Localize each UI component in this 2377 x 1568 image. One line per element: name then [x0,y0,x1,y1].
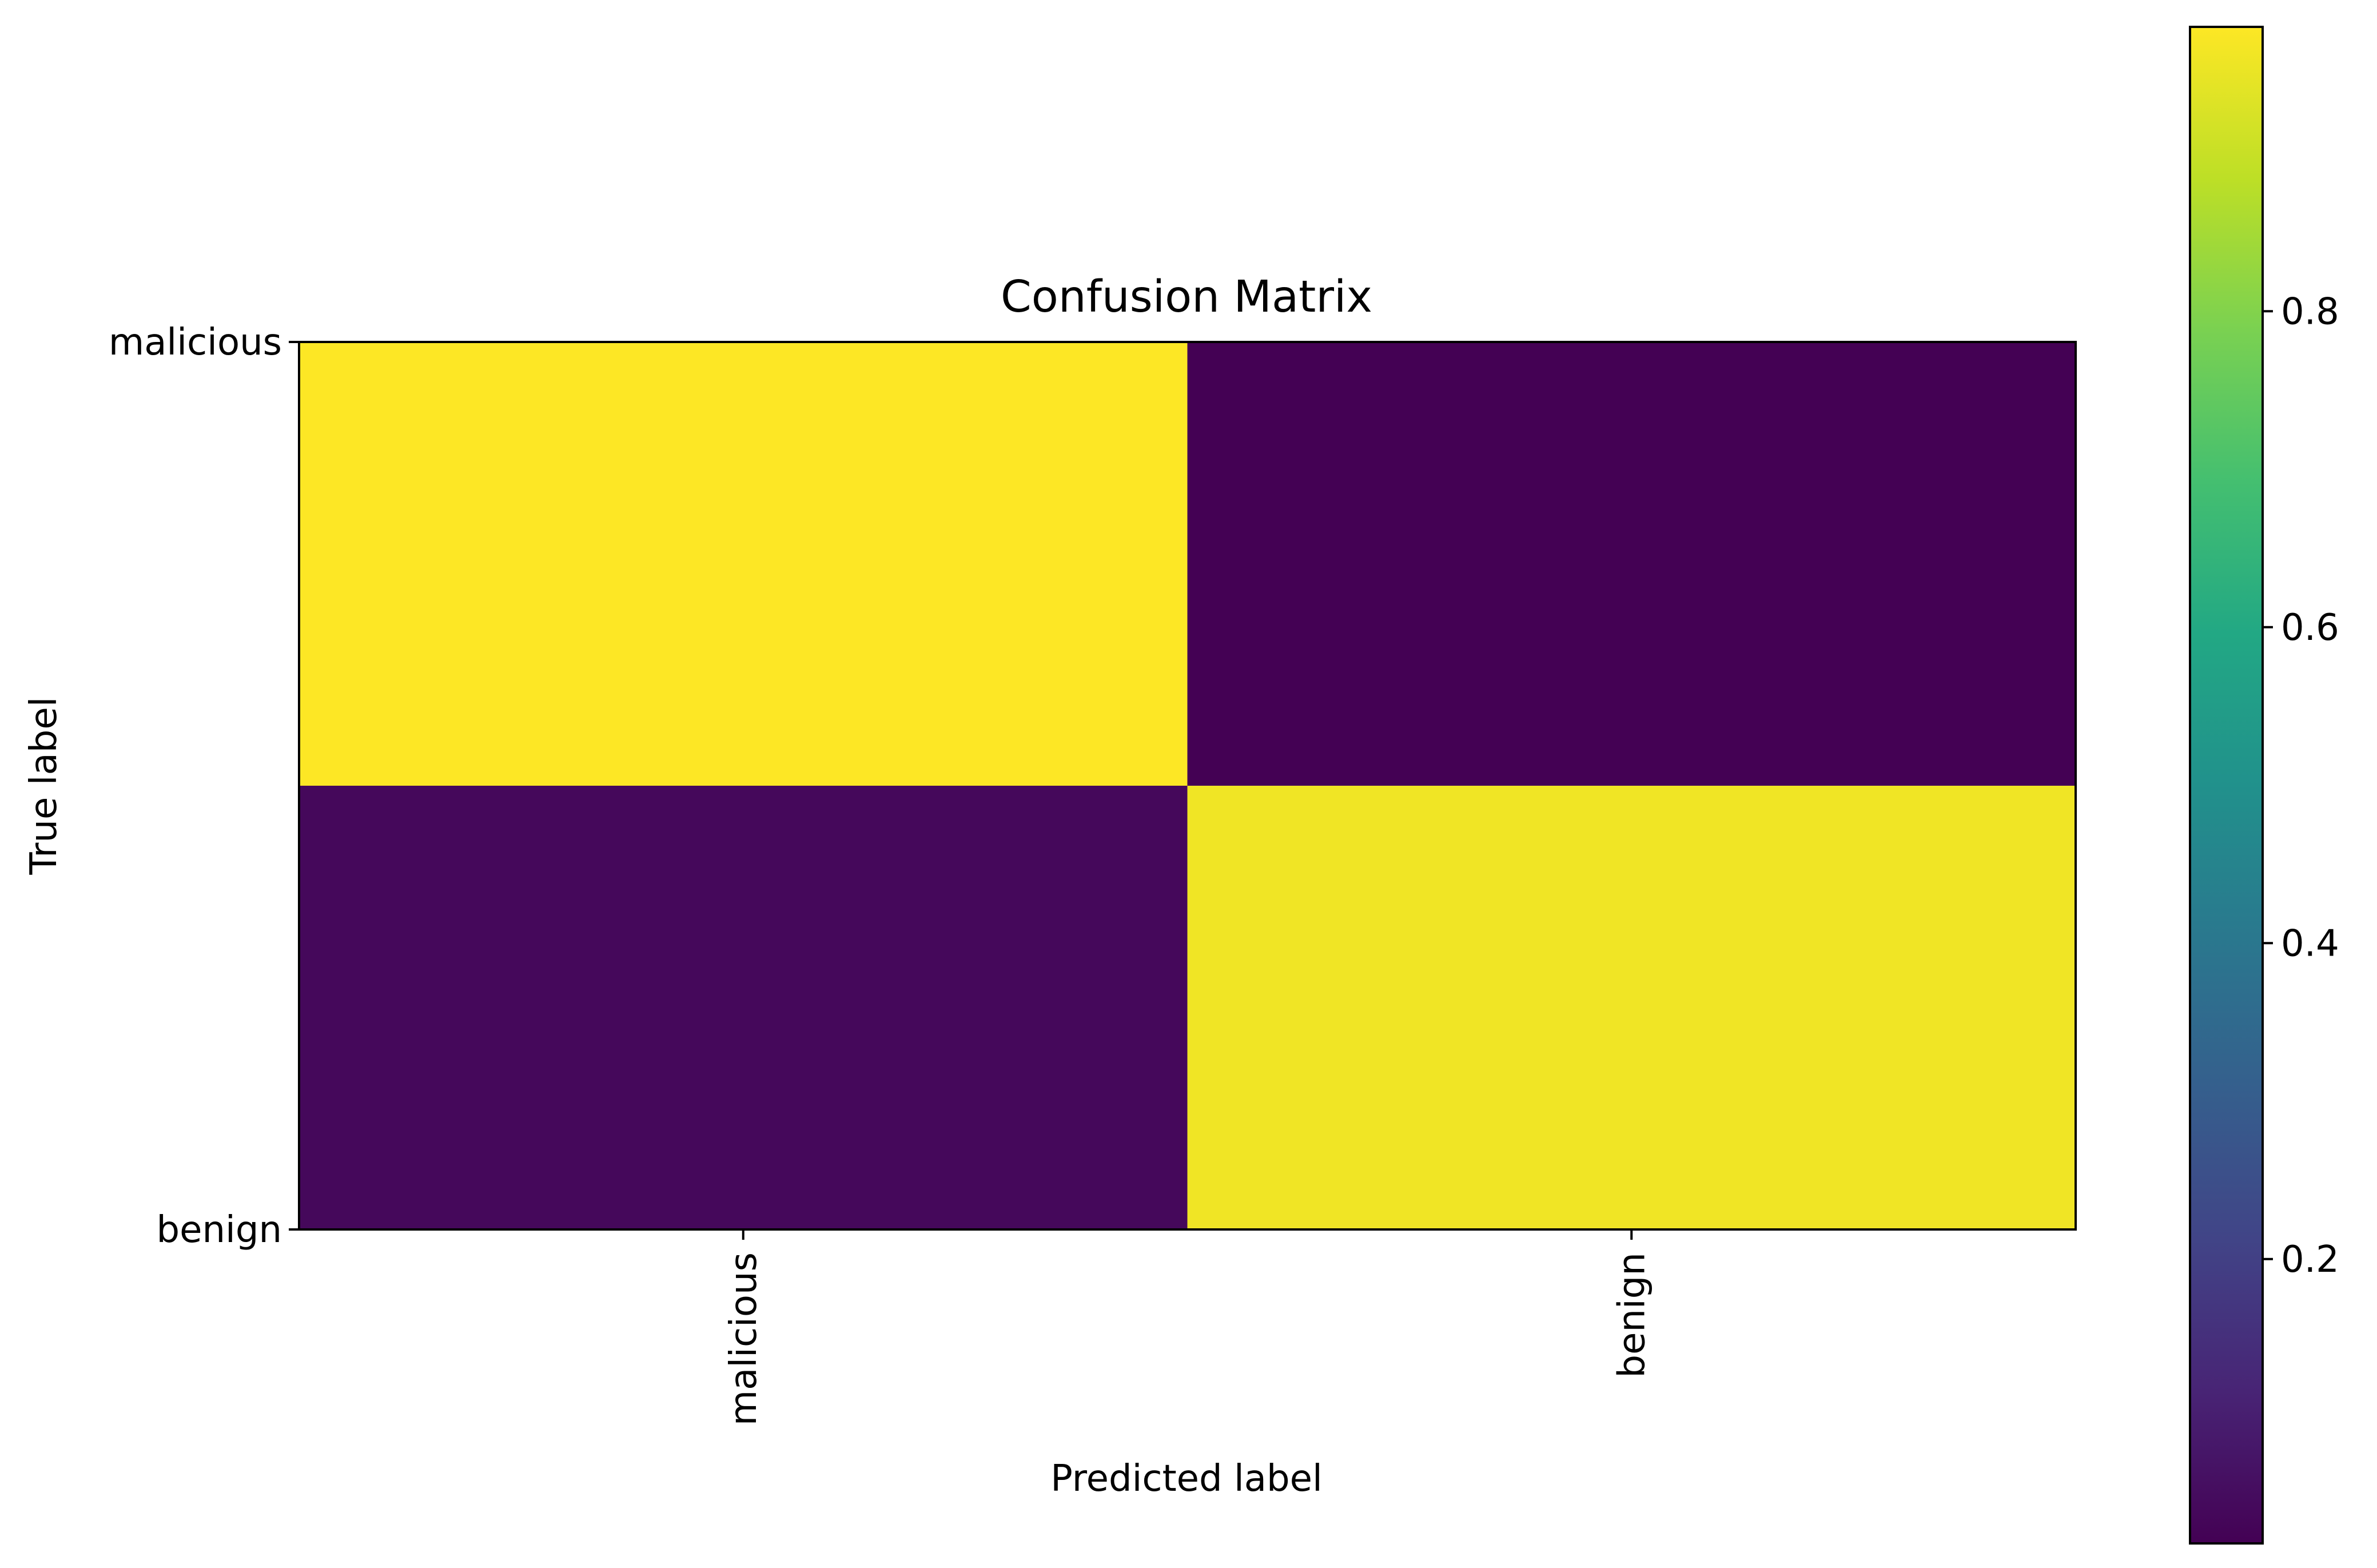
x-tick-label: malicious [723,1252,765,1426]
heatmap-cell [299,342,1188,786]
y-axis-label: True label [23,697,65,875]
colorbar-ticks: 0.2 0.4 0.6 0.8 [2263,290,2339,1281]
y-tick-label: malicious [109,321,282,364]
x-tick-label: benign [1611,1252,1653,1378]
x-axis-label: Predicted label [1050,1458,1323,1500]
y-tick-label: benign [156,1209,282,1251]
plot-frame [298,341,2077,1231]
colorbar-tick-label: 0.2 [2281,1239,2339,1281]
heatmap-cell [299,786,1188,1230]
colorbar [2189,26,2264,1545]
colorbar-tick-label: 0.8 [2281,290,2339,333]
y-axis-ticks: malicious benign [109,321,299,1251]
heatmap-cell [1187,342,2076,786]
heatmap-cell [1187,786,2076,1230]
chart-title: Confusion Matrix [1001,272,1372,323]
colorbar-tick-label: 0.6 [2281,607,2339,649]
colorbar-tick-label: 0.4 [2281,922,2339,965]
heatmap-cells [299,342,2076,1230]
x-axis-ticks: malicious benign [723,1229,1653,1426]
